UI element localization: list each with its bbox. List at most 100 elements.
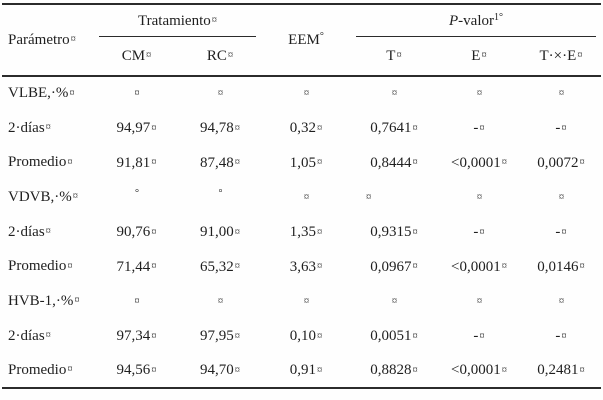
cell-end-mark: ¤: [45, 122, 51, 134]
table-row: Promedio¤ 94,56¤ 94,70¤ 0,91¤ 0,8828¤ <0…: [2, 354, 601, 389]
table-cell-eem: 1,05¤: [261, 145, 351, 180]
cell-end-mark: ¤: [476, 295, 483, 307]
cell-end-mark: ¤: [45, 330, 51, 342]
cell-value: -: [473, 328, 479, 345]
cell-end-mark: ¤: [412, 330, 418, 342]
cell-value: -: [555, 224, 561, 241]
cell-value: <0,0001: [451, 258, 501, 275]
table-cell-cm: 90,76¤: [94, 215, 179, 250]
cell-end-mark: ¤: [317, 122, 323, 134]
cell-end-mark: ¤: [70, 34, 76, 45]
cell-value: 0,0146: [537, 258, 579, 275]
row-label: 2·días¤: [2, 215, 94, 250]
table-cell-cm: 94,56¤: [94, 354, 179, 389]
table-row: HVB-1,·%¤ ¤ ¤ ¤ ¤ ¤ ¤: [2, 284, 601, 319]
table-cell-pvalor-e: ¤: [437, 76, 521, 111]
cell-end-mark: ¤: [234, 364, 240, 376]
cell-value: 0,0072: [537, 154, 579, 171]
row-label: 2·días¤: [2, 319, 94, 354]
row-label-text: HVB-1,·%: [8, 292, 74, 309]
cell-value: 0,8828: [370, 362, 412, 379]
cell-end-mark: ¤: [234, 122, 240, 134]
table-cell-pvalor-t: ¤: [351, 284, 437, 319]
table-cell-pvalor-t: 0,0051¤: [351, 319, 437, 354]
cell-end-mark: ¤: [579, 157, 585, 169]
cell-end-mark: ¤: [151, 364, 157, 376]
table-cell-pvalor-t: ¤: [351, 76, 437, 111]
cell-end-mark: ¤: [217, 295, 224, 307]
cell-end-mark: ¤: [366, 191, 372, 203]
cell-value: -: [473, 120, 479, 137]
table-cell-pvalor-t: ¤: [351, 180, 437, 215]
table-cell-rc: ¤: [179, 284, 261, 319]
cell-end-mark: ¤: [479, 122, 485, 134]
cell-end-mark: ¤: [561, 330, 567, 342]
header-parametro-label: Parámetro: [8, 31, 70, 48]
row-label-text: Promedio: [8, 361, 67, 378]
header-parametro: Parámetro¤: [2, 4, 94, 76]
header-pvalor-italic: P: [449, 13, 459, 29]
table-cell-pvalor-txe: 0,0072¤: [521, 145, 601, 180]
cell-value: 97,34: [116, 328, 151, 345]
cell-end-mark: ¤: [412, 122, 418, 134]
table-cell-cm: 71,44¤: [94, 249, 179, 284]
cell-end-mark: ¤: [134, 88, 140, 100]
table-cell-rc: 65,32¤: [179, 249, 261, 284]
table-cell-cm: °: [94, 180, 179, 215]
table-cell-cm: ¤: [94, 76, 179, 111]
table-cell-rc: 94,78¤: [179, 111, 261, 146]
table-cell-pvalor-e: <0,0001¤: [437, 145, 521, 180]
header-eem: EEM°: [261, 4, 351, 76]
table-cell-pvalor-txe: 0,2481¤: [521, 354, 601, 389]
table-cell-rc: 87,48¤: [179, 145, 261, 180]
cell-end-mark: ¤: [67, 260, 73, 272]
cell-end-mark: ¤: [151, 122, 157, 134]
row-label: VLBE,·%¤: [2, 76, 94, 111]
row-label: 2·días¤: [2, 111, 94, 146]
cell-value: 71,44: [116, 258, 151, 275]
table-cell-pvalor-e: <0,0001¤: [437, 249, 521, 284]
row-label: Promedio¤: [2, 354, 94, 389]
cell-end-mark: ¤: [151, 226, 157, 238]
header-t-label: T: [386, 47, 396, 64]
row-label-text: Promedio: [8, 258, 67, 275]
table-row: VDVB,·%¤ ° ° ¤ ¤ ¤ ¤: [2, 180, 601, 215]
table-cell-eem: 0,91¤: [261, 354, 351, 389]
cell-end-mark: ¤: [579, 364, 585, 376]
row-label-text: 2·días: [8, 223, 45, 240]
header-group-tratamiento: Tratamiento¤: [94, 4, 261, 37]
cell-end-mark: ¤: [134, 295, 140, 307]
table-cell-eem: ¤: [261, 180, 351, 215]
cell-end-mark: ¤: [396, 50, 402, 61]
cell-value: 0,2481: [537, 362, 579, 379]
cell-value: 91,81: [116, 154, 151, 171]
cell-value: -: [473, 224, 479, 241]
cell-end-mark: ¤: [501, 261, 507, 273]
table-cell-cm: 91,81¤: [94, 145, 179, 180]
row-label: VDVB,·%¤: [2, 180, 94, 215]
cell-value: 94,70: [200, 362, 234, 379]
cell-value: 1,05: [289, 154, 316, 171]
cell-end-mark: ¤: [558, 295, 565, 307]
row-label-text: Promedio: [8, 154, 67, 171]
cell-value: 1,35: [289, 224, 316, 241]
cell-end-mark: ¤: [412, 364, 418, 376]
pvalor-underline: [356, 36, 596, 37]
cell-value: <0,0001: [451, 362, 501, 379]
cell-end-mark: ¤: [69, 87, 75, 99]
header-tratamiento-label: Tratamiento: [137, 12, 211, 29]
cell-end-mark: ¤: [151, 157, 157, 169]
table-cell-pvalor-txe: 0,0146¤: [521, 249, 601, 284]
cell-end-mark: ¤: [412, 261, 418, 273]
cell-end-mark: ¤: [476, 191, 483, 203]
cell-value: 0,0051: [370, 328, 412, 345]
header-cm-label: CM: [121, 47, 146, 64]
table-body: VLBE,·%¤ ¤ ¤ ¤ ¤ ¤ ¤ 2·días¤ 94,97¤ 94,7…: [2, 76, 601, 388]
table-cell-pvalor-txe: ¤: [521, 76, 601, 111]
table-row: 2·días¤ 97,34¤ 97,95¤ 0,10¤ 0,0051¤ -¤ -…: [2, 319, 601, 354]
header-e-label: E: [471, 47, 481, 64]
row-label-text: VDVB,·%: [8, 188, 72, 205]
cell-value: 94,97: [116, 120, 151, 137]
table-cell-eem: ¤: [261, 76, 351, 111]
cell-end-mark: ¤: [476, 88, 483, 100]
